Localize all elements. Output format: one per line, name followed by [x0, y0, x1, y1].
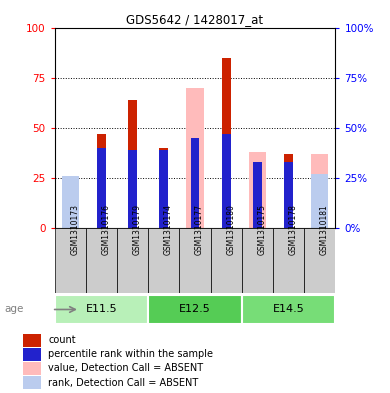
Bar: [242, 228, 273, 293]
Text: GSM1310176: GSM1310176: [101, 204, 110, 255]
Bar: [55, 296, 148, 324]
Bar: [222, 58, 230, 228]
Bar: [97, 148, 106, 228]
Text: GSM1310180: GSM1310180: [226, 204, 235, 255]
Bar: [304, 228, 335, 293]
Bar: [253, 162, 262, 228]
Bar: [249, 152, 266, 228]
Bar: [86, 228, 117, 293]
Text: age: age: [5, 305, 24, 314]
Bar: [211, 228, 242, 293]
Text: GSM1310177: GSM1310177: [195, 204, 204, 255]
Text: E11.5: E11.5: [85, 305, 117, 314]
Bar: [284, 154, 293, 228]
Bar: [62, 192, 79, 228]
Text: GSM1310181: GSM1310181: [320, 204, 329, 255]
Text: value, Detection Call = ABSENT: value, Detection Call = ABSENT: [48, 364, 203, 373]
Bar: [128, 150, 137, 228]
Bar: [186, 88, 204, 228]
Bar: [117, 228, 148, 293]
Bar: [23, 376, 41, 390]
Title: GDS5642 / 1428017_at: GDS5642 / 1428017_at: [126, 13, 264, 26]
Text: GSM1310175: GSM1310175: [257, 204, 266, 255]
Text: GSM1310178: GSM1310178: [289, 204, 298, 255]
Text: E12.5: E12.5: [179, 305, 211, 314]
Text: GSM1310173: GSM1310173: [70, 204, 79, 255]
Text: count: count: [48, 335, 76, 345]
Bar: [62, 176, 79, 228]
Bar: [128, 100, 137, 228]
Bar: [311, 154, 328, 228]
Bar: [273, 228, 304, 293]
Text: GSM1310179: GSM1310179: [133, 204, 142, 255]
Bar: [284, 162, 293, 228]
Text: percentile rank within the sample: percentile rank within the sample: [48, 349, 213, 359]
Bar: [242, 296, 335, 324]
Bar: [97, 134, 106, 228]
Bar: [160, 150, 168, 228]
Text: rank, Detection Call = ABSENT: rank, Detection Call = ABSENT: [48, 378, 198, 388]
Bar: [23, 334, 41, 347]
Bar: [23, 362, 41, 375]
Text: E14.5: E14.5: [273, 305, 305, 314]
Bar: [148, 296, 242, 324]
Bar: [222, 134, 230, 228]
Bar: [179, 228, 211, 293]
Bar: [55, 228, 86, 293]
Bar: [191, 138, 199, 228]
Bar: [311, 174, 328, 228]
Bar: [23, 348, 41, 361]
Bar: [148, 228, 179, 293]
Text: GSM1310174: GSM1310174: [164, 204, 173, 255]
Bar: [160, 148, 168, 228]
